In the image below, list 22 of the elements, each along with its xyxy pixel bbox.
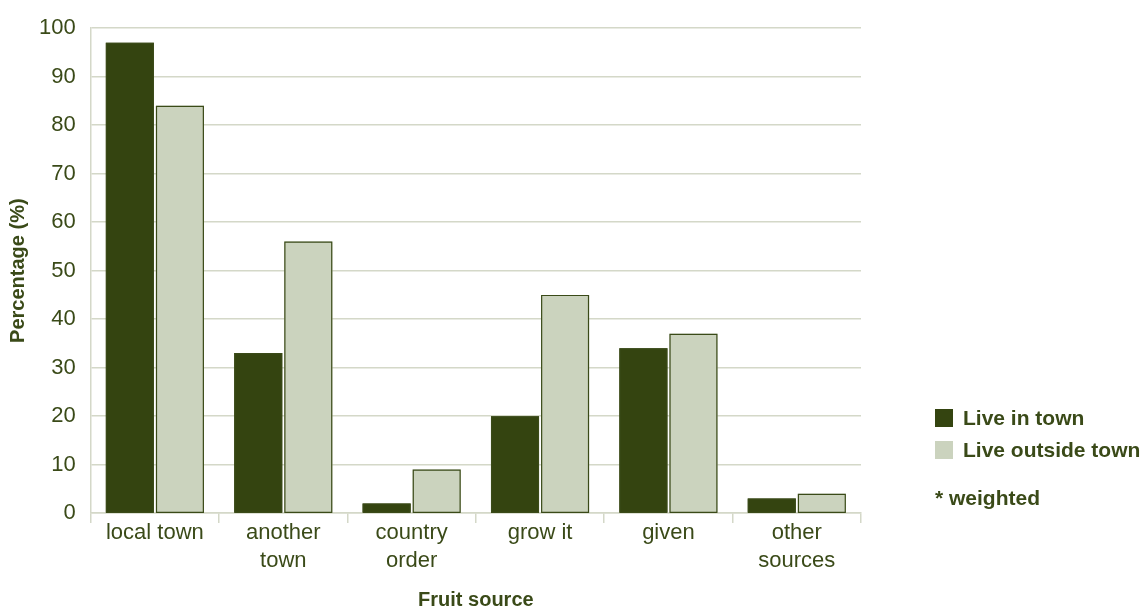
x-axis-title: Fruit source [418,587,534,610]
legend-label: Live in town [963,406,1085,430]
x-tick-label: grow it [507,519,573,545]
y-tick-label: 20 [51,402,76,428]
y-tick-label: 60 [51,208,76,234]
y-tick-label: 70 [51,159,76,185]
y-tick-label: 40 [51,305,76,331]
legend-label: Live outside town [963,438,1141,462]
y-tick-label: 80 [51,111,76,137]
y-tick-label: 0 [63,499,76,525]
x-tick-label: country order [375,519,448,573]
y-tick-label: 100 [38,14,76,40]
y-tick-label: 30 [51,353,76,379]
x-tick-label: local town [105,519,204,545]
y-tick-label: 90 [51,62,76,88]
y-tick-label: 50 [51,256,76,282]
text: * weighted [935,486,1041,510]
y-tick-label: 10 [51,450,76,476]
y-axis-title: Percentage (%) [5,198,28,343]
x-tick-label: another town [245,519,321,573]
x-tick-label: other sources [758,519,836,573]
x-tick-label: given [642,519,695,545]
